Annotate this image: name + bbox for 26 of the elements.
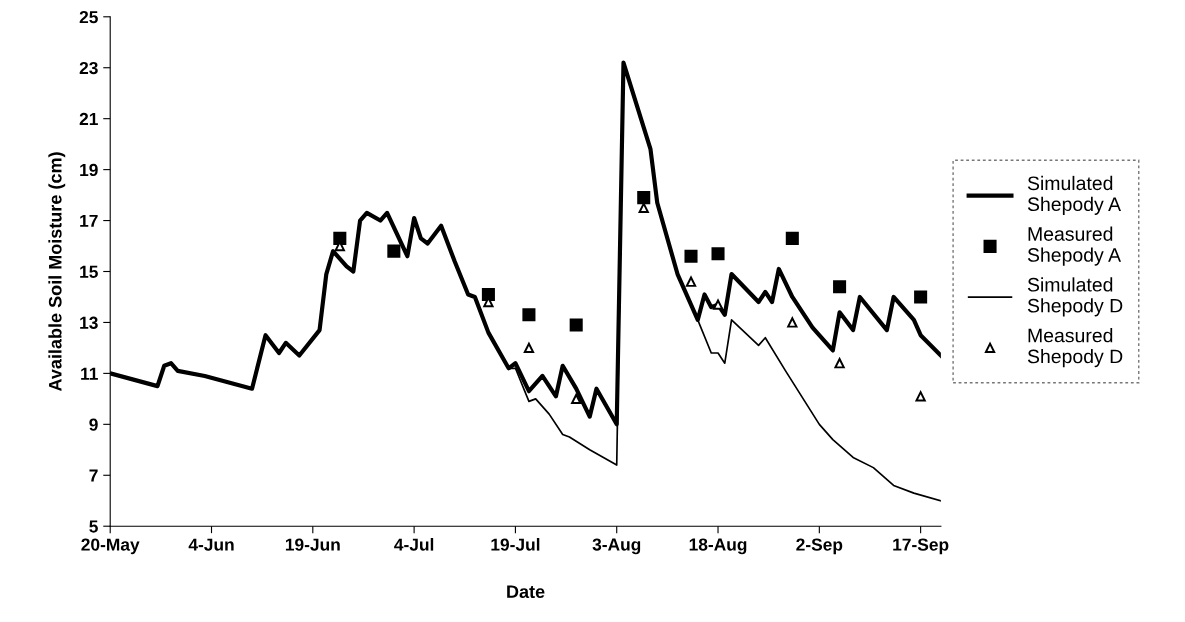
y-tick-label: 19 [80,163,98,177]
legend-label: Measured Shepody A [1027,226,1122,266]
y-tick-label: 25 [79,10,98,24]
x-tick-label: 19-Jul [491,538,540,551]
y-axis-title: Available Soil Moisture (cm) [48,152,66,392]
x-tick-label: 18-Aug [689,538,747,555]
x-axis-title: Date [507,585,545,599]
x-tick-label: 4-Jul [394,538,434,551]
x-tick-label: 20-May [81,538,140,555]
legend-label: Simulated Shepody A [1027,175,1122,215]
legend-label: Measured Shepody D [1027,328,1123,368]
x-tick-label: 3-Aug [592,538,641,555]
y-tick-label: 11 [81,367,98,380]
x-tick-label: 19-Jun [285,538,340,551]
y-tick-label: 7 [89,469,98,482]
x-tick-label: 2-Sep [796,538,843,555]
y-tick-label: 13 [80,316,98,329]
y-tick-label: 21 [79,112,98,125]
y-tick-label: 17 [80,214,98,227]
y-tick-label: 23 [79,61,98,75]
y-tick-label: 9 [89,418,98,431]
x-tick-label: 4-Jun [188,538,234,551]
y-tick-label: 15 [80,265,98,278]
legend-label: Simulated Shepody D [1027,277,1123,317]
y-tick-label: 5 [89,520,98,533]
x-tick-label: 17-Sep [893,538,949,555]
